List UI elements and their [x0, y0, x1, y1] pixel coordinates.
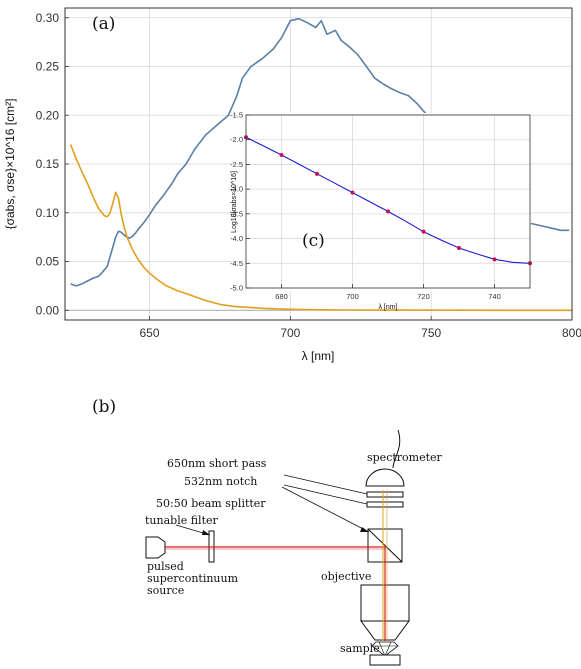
series-line-1	[69, 144, 572, 312]
notch-label: 532nm notch	[184, 475, 257, 488]
x-tick-label: 680	[275, 292, 288, 301]
y-tick-label: -3.0	[230, 185, 243, 194]
y-axis-ticks: 0.00 0.05 0.10 0.15 0.20 0.25 0.30	[36, 11, 69, 317]
inset-y-axis-label: Log10[σabs×10^16]	[231, 171, 238, 233]
inset-background	[238, 113, 531, 291]
panel-label-b: (b)	[92, 397, 116, 417]
data-point-marker	[315, 171, 319, 176]
notch-pointer	[283, 484, 368, 505]
inset-y-ticks: -1.5 -2.0 -2.5 -3.0 -3.5 -4.0 -4.5 -5.0	[230, 111, 250, 293]
short-pass-pointer	[283, 474, 368, 495]
data-point-marker	[457, 245, 461, 250]
sample-stage	[369, 654, 401, 666]
y-tick-label: 0.05	[36, 255, 60, 269]
splitter-label: 50:50 beam splitter	[156, 497, 266, 510]
source-label-line2: supercontinuum	[147, 572, 239, 585]
x-tick-label: 740	[488, 292, 501, 301]
beam-splitter-diagonal	[367, 528, 403, 563]
x-tick-label: 800	[562, 326, 581, 340]
source-laser-icon	[145, 536, 166, 559]
x-tick-label: 700	[280, 326, 300, 340]
tunable-filter-label: tunable filter	[145, 514, 218, 527]
tunable-filter-arrowhead	[202, 530, 210, 535]
y-tick-label: -3.5	[230, 209, 243, 218]
short-pass-label: 650nm short pass	[167, 457, 267, 470]
inset-frame	[245, 114, 531, 289]
data-point-marker	[421, 229, 426, 234]
x-axis-ticks: 650 700 750 800	[139, 316, 581, 340]
x-tick-label: 720	[417, 292, 430, 301]
y-tick-label: 0.20	[36, 108, 60, 122]
data-point-marker	[492, 257, 497, 262]
y-tick-label: -2.0	[230, 135, 243, 144]
splitter-pointer	[281, 486, 370, 533]
y-tick-label: 0.00	[36, 303, 60, 317]
short-pass-filter	[366, 491, 404, 498]
y-tick-label: 0.30	[36, 11, 60, 25]
y-tick-label: 0.15	[36, 157, 60, 171]
x-axis-label: λ [nm]	[302, 349, 335, 363]
panel-label-c: (c)	[302, 231, 325, 251]
splitter-arrowhead	[360, 527, 369, 532]
y-tick-label: -2.5	[230, 160, 243, 169]
data-point-marker	[279, 153, 284, 158]
objective-label: objective	[321, 570, 371, 583]
inset-x-axis-label: λ [nm]	[378, 304, 397, 311]
source-label-line3: source	[147, 584, 184, 597]
data-point-marker	[350, 190, 355, 195]
notch-filter	[366, 501, 404, 508]
y-axis-label: {σabs, σse}×10^16 [cm²]	[3, 99, 17, 230]
sample-label: sample	[340, 642, 380, 655]
x-tick-label: 650	[139, 326, 159, 340]
data-point-marker	[386, 209, 390, 214]
spectrometer-fiber	[392, 429, 401, 469]
y-tick-label: 0.25	[36, 60, 60, 74]
y-tick-label: -4.0	[230, 234, 243, 243]
optical-setup-diagram: (b) 650nm short pass	[92, 397, 443, 666]
inset-x-ticks: 680 700 720 740	[275, 284, 501, 301]
panel-label-a: (a)	[92, 14, 115, 34]
y-tick-label: 0.10	[36, 206, 60, 220]
y-tick-label: -1.5	[230, 111, 243, 120]
y-tick-label: -5.0	[230, 284, 243, 293]
spectrometer-label: spectrometer	[367, 451, 443, 464]
y-tick-label: -4.5	[230, 259, 243, 268]
source-label-line1: pulsed	[147, 560, 184, 573]
inset-log-chart: 680 700 720 740 -1.5 -2.0 -2.5 -3.0 -3.5 -4.0 -4.…	[230, 111, 532, 311]
x-tick-label: 700	[346, 292, 359, 301]
x-tick-label: 750	[421, 326, 441, 340]
spectrometer-icon	[365, 468, 405, 487]
